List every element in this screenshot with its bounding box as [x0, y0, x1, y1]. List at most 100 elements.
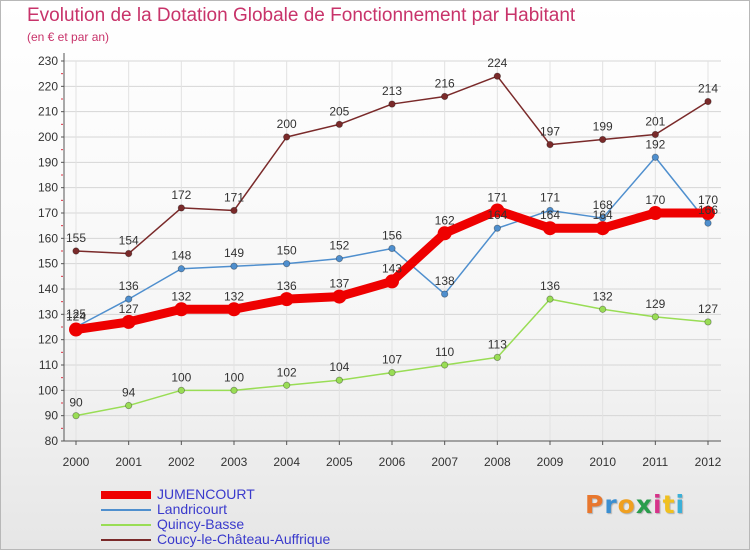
data-point-coucy-le-ch-teau-auffrique	[546, 141, 554, 149]
logo-letter: t	[662, 490, 676, 519]
data-label-landricourt: 136	[119, 279, 139, 293]
legend-swatch	[101, 509, 151, 511]
y-tick-label: 100	[38, 383, 58, 397]
data-label-jumencourt: 137	[329, 277, 349, 291]
data-point-jumencourt	[648, 206, 663, 220]
data-point-quincy-basse	[651, 313, 659, 321]
data-label-landricourt: 156	[382, 228, 402, 242]
data-label-quincy-basse: 127	[698, 302, 718, 316]
data-point-jumencourt	[490, 203, 505, 218]
data-point-jumencourt	[332, 289, 347, 304]
x-tick-label: 2009	[537, 455, 564, 469]
data-label-jumencourt: 164	[540, 208, 560, 222]
data-label-quincy-basse: 102	[277, 365, 297, 379]
x-tick-label: 2005	[326, 455, 353, 469]
data-point-quincy-basse	[546, 295, 554, 303]
x-tick-label: 2001	[115, 455, 142, 469]
legend-swatch	[101, 491, 151, 499]
data-point-quincy-basse	[335, 376, 343, 384]
data-point-coucy-le-ch-teau-auffrique	[283, 133, 291, 141]
data-label-coucy-le-ch-teau-auffrique: 213	[382, 84, 402, 98]
data-label-jumencourt: 132	[171, 289, 191, 303]
data-point-quincy-basse	[441, 361, 449, 369]
y-tick-label: 180	[38, 181, 58, 195]
data-point-coucy-le-ch-teau-auffrique	[72, 247, 80, 255]
data-point-quincy-basse	[230, 386, 238, 394]
legend-label: Quincy-Basse	[157, 516, 245, 532]
data-point-coucy-le-ch-teau-auffrique	[599, 135, 607, 144]
data-label-landricourt: 166	[698, 203, 718, 217]
data-label-quincy-basse: 104	[329, 360, 349, 374]
data-label-jumencourt: 164	[593, 208, 613, 222]
x-tick-label: 2012	[695, 455, 722, 469]
x-tick-label: 2010	[589, 455, 616, 469]
data-point-coucy-le-ch-teau-auffrique	[177, 204, 185, 212]
data-label-jumencourt: 132	[224, 289, 244, 303]
data-label-landricourt: 149	[224, 246, 244, 260]
data-label-coucy-le-ch-teau-auffrique: 216	[435, 76, 455, 90]
y-tick-label: 220	[38, 79, 58, 93]
data-label-coucy-le-ch-teau-auffrique: 224	[487, 56, 507, 70]
data-label-jumencourt: 170	[698, 193, 718, 207]
data-label-jumencourt: 124	[66, 310, 86, 324]
data-point-landricourt	[125, 295, 133, 303]
legend-label: JUMENCOURT	[157, 486, 255, 502]
y-tick-label: 150	[38, 257, 58, 271]
data-point-landricourt	[704, 219, 712, 227]
data-point-landricourt	[177, 265, 185, 273]
data-point-jumencourt	[701, 206, 715, 220]
y-tick-label: 120	[38, 333, 58, 347]
data-label-coucy-le-ch-teau-auffrique: 155	[66, 231, 86, 245]
chart-subtitle: (en € et par an)	[27, 30, 110, 44]
logo-letter: r	[604, 490, 618, 519]
data-point-coucy-le-ch-teau-auffrique	[388, 100, 396, 108]
data-label-jumencourt: 143	[382, 261, 402, 275]
data-point-landricourt	[335, 255, 343, 263]
legend-item: Coucy-le-Château-Auffrique	[101, 531, 401, 547]
data-point-quincy-basse	[704, 318, 712, 326]
data-point-quincy-basse	[125, 401, 133, 410]
data-point-quincy-basse	[388, 368, 396, 377]
data-point-landricourt	[651, 153, 659, 161]
data-label-landricourt: 138	[435, 274, 455, 288]
chart-title: Evolution de la Dotation Globale de Fonc…	[27, 5, 576, 26]
data-label-coucy-le-ch-teau-auffrique: 199	[593, 120, 613, 134]
data-point-coucy-le-ch-teau-auffrique	[704, 97, 712, 106]
data-label-quincy-basse: 136	[540, 279, 560, 293]
y-tick-label: 170	[38, 206, 58, 220]
data-point-jumencourt	[69, 322, 83, 337]
data-label-quincy-basse: 100	[224, 370, 244, 384]
data-label-jumencourt: 127	[119, 302, 139, 316]
data-label-jumencourt: 171	[487, 190, 507, 204]
data-label-coucy-le-ch-teau-auffrique: 197	[540, 125, 560, 139]
y-tick-label: 140	[38, 282, 58, 296]
data-label-coucy-le-ch-teau-auffrique: 214	[698, 82, 718, 96]
x-tick-label: 2004	[273, 455, 300, 469]
x-tick-label: 2008	[484, 455, 511, 469]
x-tick-label: 2000	[63, 455, 90, 469]
data-label-landricourt: 150	[277, 244, 297, 258]
y-tick-label: 190	[38, 155, 58, 169]
data-label-quincy-basse: 113	[488, 337, 507, 351]
data-point-coucy-le-ch-teau-auffrique	[493, 72, 501, 80]
data-label-coucy-le-ch-teau-auffrique: 171	[224, 190, 244, 204]
data-label-quincy-basse: 107	[382, 353, 402, 367]
data-point-jumencourt	[385, 274, 399, 289]
data-label-quincy-basse: 94	[122, 386, 136, 400]
y-tick-label: 200	[38, 130, 58, 144]
data-point-coucy-le-ch-teau-auffrique	[651, 130, 659, 139]
data-label-landricourt: 125	[66, 307, 86, 321]
legend-item: JUMENCOURT	[101, 486, 401, 502]
data-label-landricourt: 192	[645, 137, 665, 151]
data-point-quincy-basse	[177, 386, 185, 394]
y-tick-label: 90	[45, 409, 59, 423]
data-point-quincy-basse	[493, 353, 501, 361]
data-point-coucy-le-ch-teau-auffrique	[335, 120, 343, 128]
data-label-coucy-le-ch-teau-auffrique: 154	[119, 234, 139, 248]
y-tick-label: 130	[38, 307, 58, 321]
data-point-jumencourt	[174, 302, 189, 317]
data-point-quincy-basse	[599, 305, 607, 313]
proxiti-logo: Proxiti	[585, 490, 685, 519]
data-point-coucy-le-ch-teau-auffrique	[125, 249, 133, 258]
